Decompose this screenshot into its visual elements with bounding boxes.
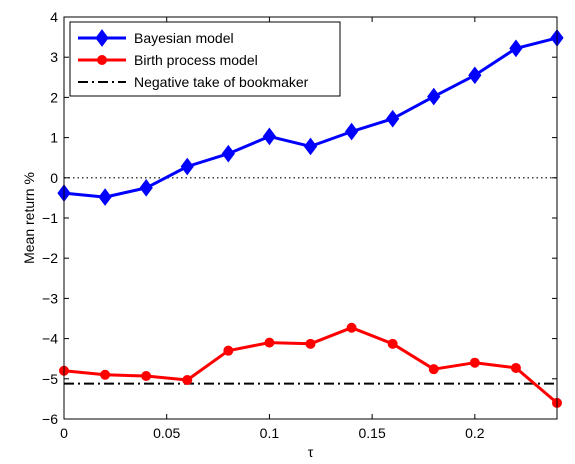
x-tick-label: 0.05 — [153, 425, 180, 441]
x-tick-label: 0 — [60, 425, 68, 441]
series-1 — [57, 29, 564, 206]
legend-entry: Bayesian model — [78, 29, 234, 47]
data-point — [223, 345, 234, 356]
reference-lines — [64, 177, 557, 385]
data-point — [509, 39, 523, 58]
data-point — [221, 144, 235, 163]
y-tick-label: −2 — [42, 250, 58, 266]
series-layer — [57, 29, 564, 408]
ticks: 0 0.05 0.1 0.15 0.2 −6 −5 −4 −3 −2 −1 0 1 2 3 4 — [42, 9, 557, 441]
x-tick-label: 0.15 — [359, 425, 386, 441]
x-tick-label: 0.2 — [465, 425, 485, 441]
data-point — [346, 322, 357, 333]
legend-label: Bayesian model — [134, 30, 234, 46]
y-tick-label: 0 — [50, 170, 58, 186]
data-point — [139, 179, 153, 197]
series-2 — [59, 322, 562, 408]
data-point — [387, 338, 398, 349]
legend-entry: Birth process model — [78, 52, 258, 68]
data-point — [469, 357, 480, 368]
y-tick-label: 3 — [50, 49, 58, 65]
y-tick-label: 4 — [50, 9, 58, 25]
data-point — [264, 337, 275, 348]
x-tick-label: 0.1 — [260, 425, 280, 441]
legend-entry: Negative take of bookmaker — [78, 74, 309, 90]
y-tick-label: −5 — [42, 371, 58, 387]
data-point — [428, 364, 439, 375]
y-axis-label: Mean return % — [21, 172, 37, 264]
legend-label: Birth process model — [134, 52, 258, 68]
y-tick-label: 1 — [50, 130, 58, 146]
data-point — [344, 122, 359, 141]
legend: Bayesian model Birth process model Negativ… — [69, 21, 341, 97]
y-tick-label: −1 — [42, 210, 58, 226]
data-point — [98, 188, 112, 206]
data-point — [468, 66, 482, 85]
data-point — [303, 137, 318, 156]
data-point — [386, 109, 400, 128]
y-tick-label: −6 — [42, 411, 58, 427]
legend-marker — [95, 29, 109, 47]
data-point — [182, 375, 193, 386]
data-point — [180, 157, 194, 176]
legend-marker — [97, 55, 107, 65]
data-point — [305, 338, 316, 349]
data-point — [510, 362, 521, 373]
data-point — [262, 127, 277, 146]
data-point — [141, 370, 152, 381]
y-tick-label: −4 — [42, 331, 58, 347]
legend-label: Negative take of bookmaker — [134, 74, 309, 90]
data-point — [427, 87, 441, 106]
x-axis-label: τ — [308, 444, 314, 460]
y-tick-label: 2 — [50, 89, 58, 105]
y-tick-label: −3 — [42, 290, 58, 306]
data-point — [100, 369, 111, 380]
